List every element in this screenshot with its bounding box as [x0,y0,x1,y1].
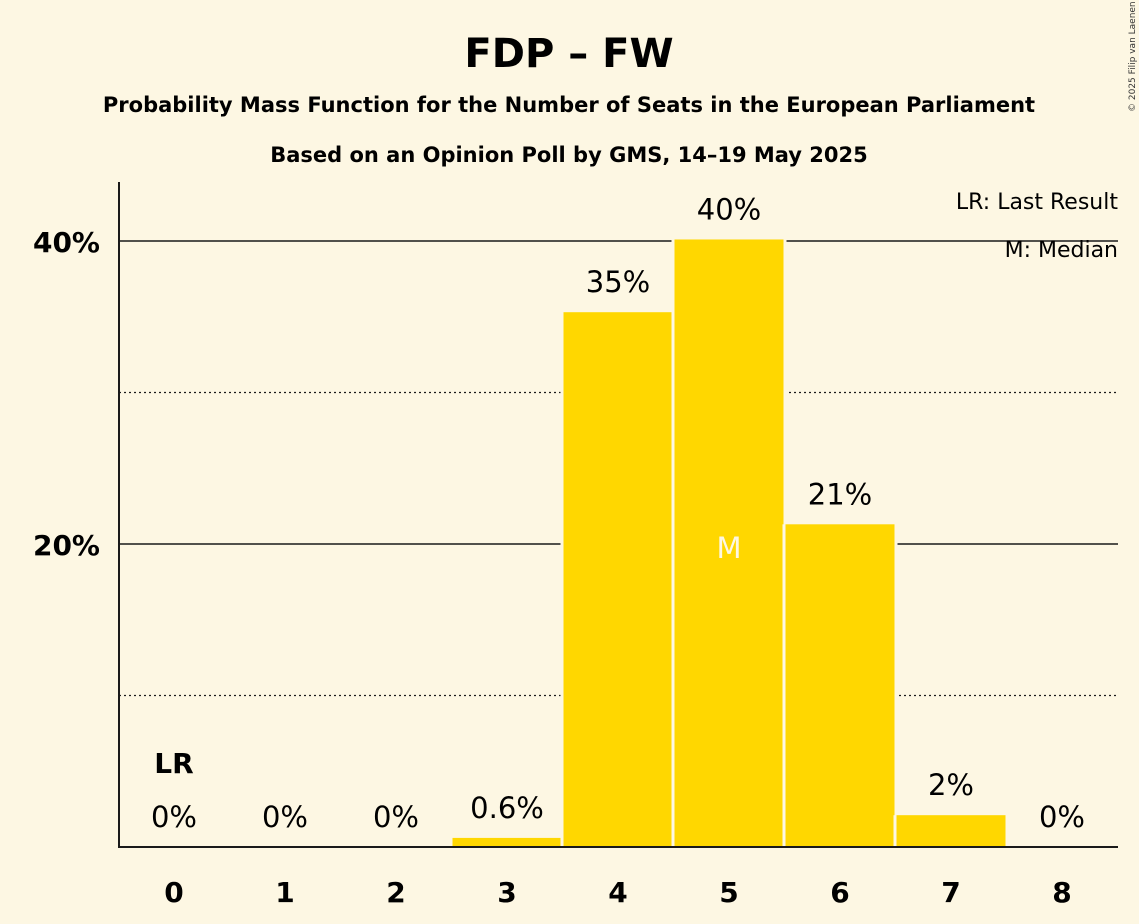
value-label: 0% [151,800,197,834]
value-labels: 0% 0% 0% 0.6% 35% 40% 21% 2% 0% LR M [151,192,1085,834]
value-label: 0% [262,800,308,834]
legend-last-result: LR: Last Result [956,190,1118,215]
bar-seats-4 [563,312,673,848]
x-tick-label: 7 [941,876,960,909]
bar-seats-7 [896,815,1006,847]
y-tick-label: 40% [33,226,100,259]
x-tick-label: 6 [830,876,849,909]
value-label: 2% [928,768,974,802]
x-tick-label: 2 [386,876,405,909]
value-label: 21% [808,477,872,511]
value-label: 0.6% [470,791,544,825]
value-label: 40% [697,192,761,226]
chart-subtitle: Probability Mass Function for the Number… [103,93,1035,117]
x-tick-label: 4 [608,876,627,909]
x-tick-label: 3 [497,876,516,909]
chart-title: FDP – FW [464,31,673,77]
x-tick-label: 5 [719,876,738,909]
y-tick-label: 20% [33,529,100,562]
value-label: 0% [373,800,419,834]
value-label: 0% [1039,800,1085,834]
median-marker: M [716,531,741,565]
x-tick-label: 8 [1052,876,1071,909]
copyright-notice: © 2025 Filip van Laenen [1128,1,1138,112]
bar-seats-6 [785,524,895,847]
axes: 20% 40% 0 1 2 3 4 5 6 7 8 [33,182,1118,909]
x-tick-label: 0 [164,876,183,909]
bar-seats-5 [674,239,784,848]
bar-seats-3 [452,837,562,847]
bars [449,239,1009,848]
legend: LR: Last Result M: Median [956,190,1118,263]
chart-source-line: Based on an Opinion Poll by GMS, 14–19 M… [270,143,868,167]
value-label: 35% [586,265,650,299]
legend-median: M: Median [1005,238,1118,263]
last-result-marker: LR [154,747,193,780]
x-tick-label: 1 [275,876,294,909]
